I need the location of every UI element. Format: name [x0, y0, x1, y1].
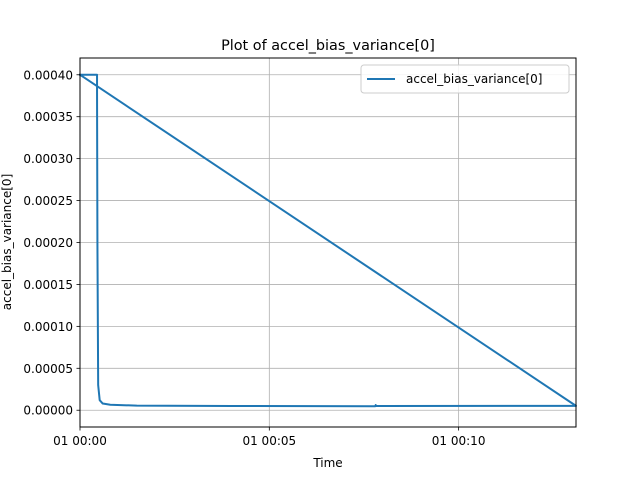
- y-tick-label: 0.00020: [23, 236, 73, 250]
- x-tick-label: 01 00:10: [432, 434, 486, 448]
- y-tick-label: 0.00015: [23, 278, 73, 292]
- x-axis-ticks: 01 00:00 01 00:05 01 00:10: [53, 427, 485, 448]
- y-tick-label: 0.00025: [23, 194, 73, 208]
- legend: accel_bias_variance[0]: [360, 64, 570, 94]
- y-tick-label: 0.00035: [23, 110, 73, 124]
- series-layer: [78, 73, 577, 408]
- y-tick-label: 0.00010: [23, 320, 73, 334]
- legend-box: [360, 64, 570, 94]
- y-tick-label: 0.00040: [23, 68, 73, 82]
- chart-title: Plot of accel_bias_variance[0]: [221, 38, 435, 54]
- legend-label: accel_bias_variance[0]: [406, 72, 542, 86]
- y-tick-label: 0.00005: [23, 362, 73, 376]
- y-tick-label: 0.00000: [23, 404, 73, 418]
- x-tick-label: 01 00:00: [53, 434, 107, 448]
- y-axis-ticks: 0.00000 0.00005 0.00010 0.00015 0.00020 0.000…: [23, 68, 80, 418]
- x-axis-label: Time: [312, 456, 342, 470]
- x-tick-label: 01 00:05: [242, 434, 296, 448]
- y-tick-label: 0.00030: [23, 152, 73, 166]
- series-line: [78, 73, 577, 408]
- y-axis-label: accel_bias_variance[0]: [0, 174, 14, 310]
